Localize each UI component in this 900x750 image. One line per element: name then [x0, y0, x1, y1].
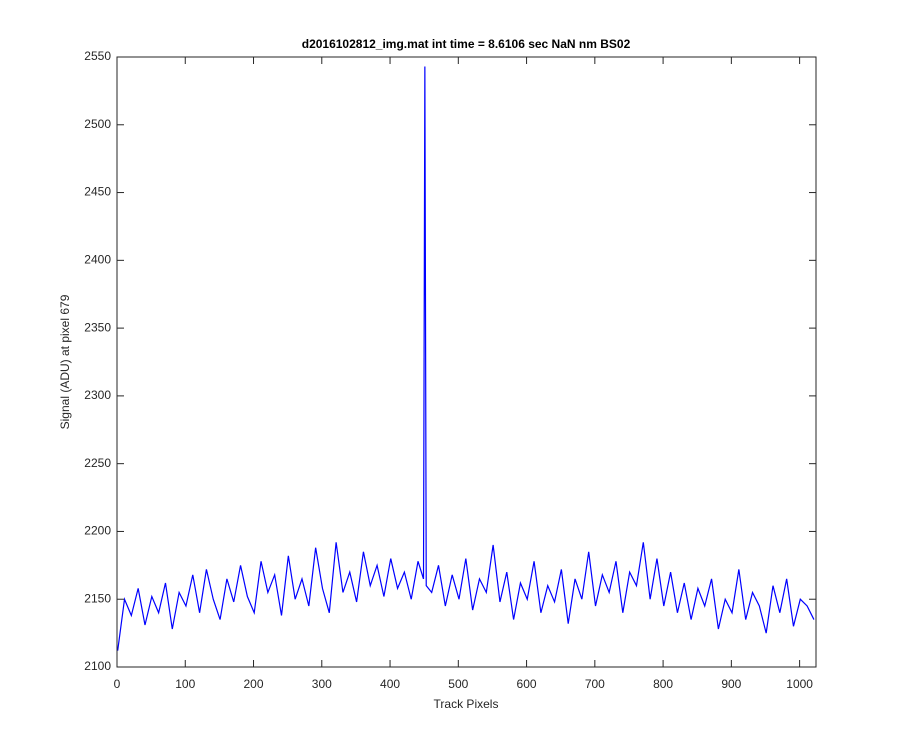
x-tick-label: 1000: [786, 677, 813, 691]
y-tick-label: 2350: [84, 320, 111, 334]
x-tick-label: 800: [653, 677, 673, 691]
x-tick-label: 500: [448, 677, 468, 691]
y-tick-label: 2450: [84, 185, 111, 199]
x-tick-label: 900: [721, 677, 741, 691]
y-tick-label: 2400: [84, 253, 111, 267]
chart-title: d2016102812_img.mat int time = 8.6106 se…: [302, 37, 631, 51]
y-tick-label: 2200: [84, 524, 111, 538]
y-tick-label: 2550: [84, 49, 111, 63]
y-tick-label: 2100: [84, 659, 111, 673]
y-tick-label: 2500: [84, 117, 111, 131]
x-tick-label: 0: [114, 677, 121, 691]
x-axis-label: Track Pixels: [434, 697, 499, 711]
axes-box: [116, 56, 817, 668]
x-tick-label: 200: [244, 677, 264, 691]
y-tick-label: 2250: [84, 456, 111, 470]
x-tick-label: 700: [585, 677, 605, 691]
x-tick-label: 600: [517, 677, 537, 691]
x-tick-label: 300: [312, 677, 332, 691]
x-tick-label: 100: [175, 677, 195, 691]
data-line: [117, 66, 815, 651]
y-axis-label: Signal (ADU) at pixel 679: [58, 294, 72, 429]
y-tick-label: 2150: [84, 591, 111, 605]
x-tick-label: 400: [380, 677, 400, 691]
y-tick-label: 2300: [84, 388, 111, 402]
